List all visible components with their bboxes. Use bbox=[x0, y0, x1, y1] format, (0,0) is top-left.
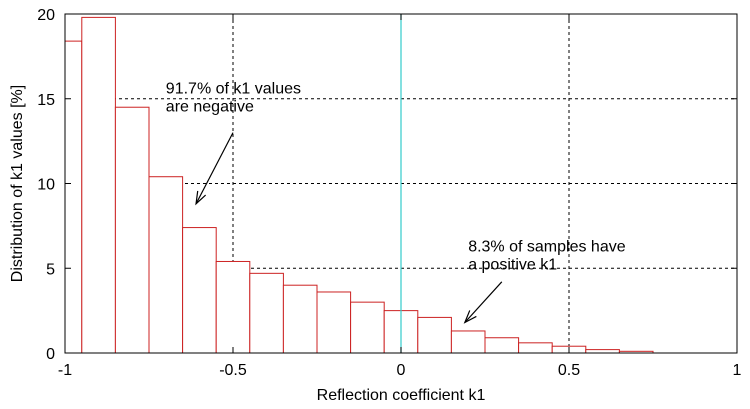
histogram-bar bbox=[450, 330, 486, 354]
histogram-bar bbox=[64, 40, 83, 354]
histogram-bar bbox=[114, 106, 150, 354]
annotation-text: are negative bbox=[166, 99, 254, 116]
histogram-bar bbox=[417, 316, 452, 354]
annotation-text: a positive k1 bbox=[468, 256, 557, 273]
annotation-text: 8.3% of samples have bbox=[468, 238, 626, 255]
histogram-bar bbox=[316, 291, 352, 354]
y-tick-label: 20 bbox=[37, 7, 55, 24]
x-tick-label: 1 bbox=[733, 362, 742, 379]
histogram-bar bbox=[518, 342, 553, 354]
annotation-arrow-shaft bbox=[195, 132, 234, 205]
histogram-bar bbox=[484, 337, 520, 354]
x-tick-label: -0.5 bbox=[219, 362, 247, 379]
annotation-text: 91.7% of k1 values bbox=[166, 81, 301, 98]
annotation-arrow-head bbox=[463, 310, 477, 324]
histogram-bar bbox=[148, 176, 184, 354]
y-tick-label: 10 bbox=[37, 177, 55, 194]
x-tick-label: 0 bbox=[397, 362, 406, 379]
histogram-bar bbox=[182, 227, 217, 354]
histogram-bar bbox=[282, 284, 318, 354]
y-tick-label: 15 bbox=[37, 92, 55, 109]
histogram-bar bbox=[215, 260, 251, 354]
x-tick-label: 0.5 bbox=[558, 362, 580, 379]
y-tick-label: 0 bbox=[46, 346, 55, 363]
y-tick-label: 5 bbox=[46, 261, 55, 278]
histogram-bar bbox=[585, 349, 620, 354]
annotation-arrow-head bbox=[195, 190, 207, 206]
x-tick-label: -1 bbox=[58, 362, 72, 379]
histogram-bars bbox=[64, 16, 654, 354]
annotation-arrow-shaft bbox=[464, 281, 503, 323]
y-axis-label: Distribution of k1 values [%] bbox=[9, 85, 26, 282]
x-axis-label: Reflection coefficient k1 bbox=[317, 387, 486, 404]
histogram-bar bbox=[350, 301, 385, 354]
histogram-bar bbox=[249, 272, 284, 354]
histogram-bar bbox=[81, 16, 116, 354]
